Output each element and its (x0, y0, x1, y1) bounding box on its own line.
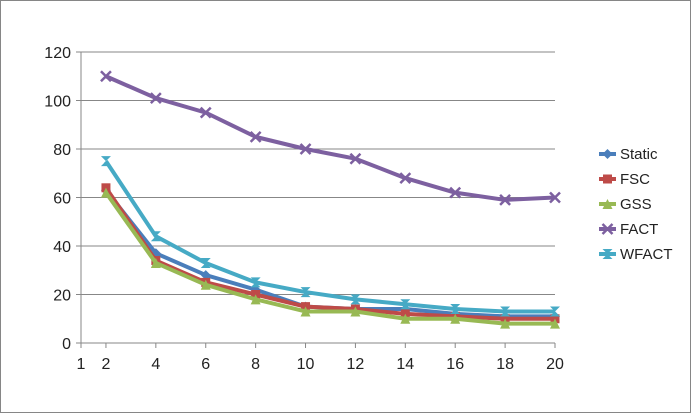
data-point-fact-12 (349, 152, 362, 165)
legend-label-wfact: WFACT (620, 246, 673, 263)
data-point-wfact-10 (300, 287, 311, 298)
data-point-fact-16 (449, 186, 462, 199)
data-point-wfact-8 (250, 277, 261, 288)
data-point-gss-18 (500, 318, 511, 329)
x-tick-label-10: 10 (297, 356, 315, 373)
data-point-wfact-4 (150, 231, 161, 242)
x-tick-label-4: 4 (151, 356, 160, 373)
data-point-static-6 (200, 270, 211, 281)
x-tick-label-1: 1 (77, 356, 86, 373)
series-line-wfact (104, 160, 555, 314)
data-point-gss-12 (350, 306, 361, 317)
legend-label-fsc: FSC (620, 171, 650, 188)
legend-marker-fsc (603, 174, 612, 184)
data-point-gss-2 (100, 187, 111, 198)
data-point-wfact-20 (550, 306, 560, 317)
legend-label-gss: GSS (620, 196, 652, 213)
data-point-gss-20 (550, 318, 560, 329)
data-point-gss-6 (200, 279, 211, 290)
series-line-fsc (104, 186, 555, 321)
data-point-gss-10 (300, 306, 311, 317)
legend-label-static: Static (620, 146, 658, 163)
data-point-wfact-6 (200, 257, 211, 268)
legend-marker-static (602, 149, 613, 159)
x-tick-label-16: 16 (446, 356, 464, 373)
series-line-fact (105, 74, 556, 202)
x-tick-label-8: 8 (251, 356, 260, 373)
data-point-fact-10 (299, 143, 312, 155)
y-tick-label-0: 0 (62, 336, 71, 353)
legend-marker-gss (602, 199, 613, 209)
y-tick-label-40: 40 (53, 239, 71, 256)
y-tick-label-20: 20 (53, 288, 71, 305)
data-point-gss-16 (450, 313, 461, 324)
data-point-gss-4 (150, 257, 161, 268)
data-point-fact-8 (249, 130, 262, 143)
data-point-fact-4 (149, 92, 162, 104)
x-tick-label-14: 14 (396, 356, 414, 373)
y-tick-label-80: 80 (53, 142, 71, 159)
data-point-wfact-2 (100, 156, 111, 167)
y-tick-label-100: 100 (44, 94, 71, 111)
data-point-wfact-14 (400, 299, 411, 310)
data-point-fact-18 (499, 194, 511, 206)
legend-label-fact: FACT (620, 221, 658, 238)
data-point-gss-14 (400, 313, 411, 324)
data-point-wfact-18 (500, 306, 511, 317)
data-point-fact-20 (549, 191, 561, 204)
legend-marker-fact (601, 223, 614, 235)
data-point-wfact-12 (350, 294, 361, 305)
data-point-gss-8 (250, 294, 261, 305)
legend-marker-wfact (602, 249, 613, 259)
x-tick-label-18: 18 (496, 356, 514, 373)
data-point-fact-2 (100, 70, 112, 83)
series-line-gss (104, 191, 555, 326)
y-tick-label-60: 60 (53, 191, 71, 208)
x-tick-label-20: 20 (546, 356, 564, 373)
y-tick-label-120: 120 (44, 45, 71, 62)
x-tick-label-12: 12 (347, 356, 365, 373)
data-point-fact-14 (399, 172, 412, 184)
data-point-fact-6 (199, 106, 212, 119)
x-tick-label-2: 2 (101, 356, 110, 373)
data-point-wfact-16 (450, 304, 461, 315)
x-tick-label-6: 6 (201, 356, 210, 373)
